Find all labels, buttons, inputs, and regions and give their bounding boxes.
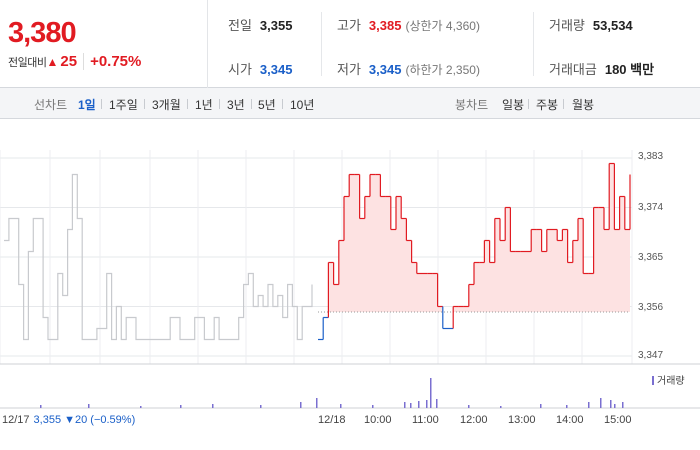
volume-bar [436,399,438,408]
y-tick-label: 3,347 [638,350,664,361]
x-tick-label: 12:00 [460,414,488,426]
y-tick-label: 3,374 [638,202,664,213]
stat-low: 저가 3,345 (하한가 2,350) [337,59,480,78]
stat-open: 시가 3,345 [228,59,292,78]
volume-bar [468,405,470,408]
stat-label: 거래량 [549,18,585,33]
stat-value: 3,345 [259,62,293,77]
up-arrow-icon: ▲ [46,55,59,69]
tab-divider [219,99,220,109]
stat-high: 고가 3,385 (상한가 4,360) [337,15,480,34]
change-row: 전일대비▲ 25 +0.75% [8,53,142,70]
volume-bar [140,406,142,408]
stat-label: 고가 [337,18,361,33]
tab-divider [251,99,252,109]
stat-value: 180 백만 [604,62,655,77]
lower-limit: (하한가 2,350) [405,63,480,77]
x-tick-label: 11:00 [412,414,439,426]
volume-bar [180,405,182,408]
volume-bar [372,405,374,408]
tab-1y[interactable]: 1년 [195,98,213,112]
stat-label: 거래대금 [549,62,597,77]
volume-bar [260,405,262,408]
volume-bar [500,406,502,408]
tab-divider [528,99,529,109]
volume-bar [300,402,302,408]
volume-bar [430,378,432,408]
volume-bar [540,404,542,408]
line-chart-label: 선차트 [34,98,68,112]
tab-weekly[interactable]: 주봉 [536,98,559,112]
stat-volume: 거래량 53,534 [549,15,633,34]
tab-3m[interactable]: 3개월 [152,98,181,112]
tab-10y[interactable]: 10년 [290,98,315,112]
tab-1d[interactable]: 1일 [78,98,96,112]
price-box: 3,380 전일대비▲ 25 +0.75% [0,0,208,88]
divider [321,12,322,76]
volume-bar [88,404,90,408]
volume-bar [404,402,406,408]
volume-bar [614,404,616,408]
tab-divider [101,99,102,109]
volume-bar [316,398,318,408]
tab-1w[interactable]: 1주일 [109,98,138,112]
prev-day-summary: 3,355 ▼20 (−0.59%) [33,414,136,426]
stat-value: 3,385 [368,18,402,33]
stat-label: 전일 [228,18,252,33]
tab-divider [282,99,283,109]
change-percent: +0.75% [83,53,142,70]
volume-bar [610,400,612,408]
tab-3y[interactable]: 3년 [227,98,245,112]
volume-bar [622,402,624,408]
volume-bar [588,402,590,408]
stat-prev-close: 전일 3,355 [228,15,292,34]
prev-day-info: 12/17 3,355 ▼20 (−0.59%) [2,414,135,426]
candle-chart-label: 봉차트 [455,98,489,112]
x-tick-label: 10:00 [364,414,392,426]
prev-date: 12/17 [2,414,30,426]
y-tick-label: 3,365 [638,252,664,263]
stat-label: 시가 [228,62,252,77]
tab-divider [144,99,145,109]
tab-divider [187,99,188,109]
change-value: 25 [60,53,78,70]
tab-divider [563,99,564,109]
x-tick-label: 15:00 [604,414,632,426]
tab-daily[interactable]: 일봉 [502,98,525,112]
volume-legend: 거래량 [652,372,685,387]
tab-5y[interactable]: 5년 [258,98,276,112]
y-tick-label: 3,356 [638,302,664,313]
x-tick-label: 12/18 [318,414,346,426]
divider [533,12,534,76]
prev-day-line [4,173,313,341]
volume-bar [212,404,214,408]
price-chart [0,150,700,409]
volume-bar [566,405,568,408]
price-lines [4,162,631,341]
stat-value: 53,534 [592,18,633,33]
current-price: 3,380 [8,17,77,49]
x-tick-label: 13:00 [508,414,536,426]
y-tick-label: 3,383 [638,151,664,162]
volume-bar [418,401,420,408]
change-label: 전일대비 [8,57,47,69]
tab-monthly[interactable]: 월봉 [572,98,595,112]
volume-bars [40,378,624,408]
volume-bar [600,398,602,408]
stat-value: 3,355 [259,18,293,33]
stat-amount: 거래대금 180 백만 [549,59,654,78]
volume-bar [340,404,342,408]
stat-value: 3,345 [368,62,402,77]
stat-label: 저가 [337,62,361,77]
volume-bar [410,403,412,408]
period-tab-bar: 선차트 1일 1주일 3개월 1년 3년 5년 10년 봉차트 일봉 주봉 월봉 [0,88,700,119]
volume-bar [426,400,428,408]
upper-limit: (상한가 4,360) [405,19,480,33]
volume-bar [40,405,42,408]
x-tick-label: 14:00 [556,414,584,426]
quote-header: 3,380 전일대비▲ 25 +0.75% 전일 3,355 시가 3,345 고가 3,… [0,0,700,88]
